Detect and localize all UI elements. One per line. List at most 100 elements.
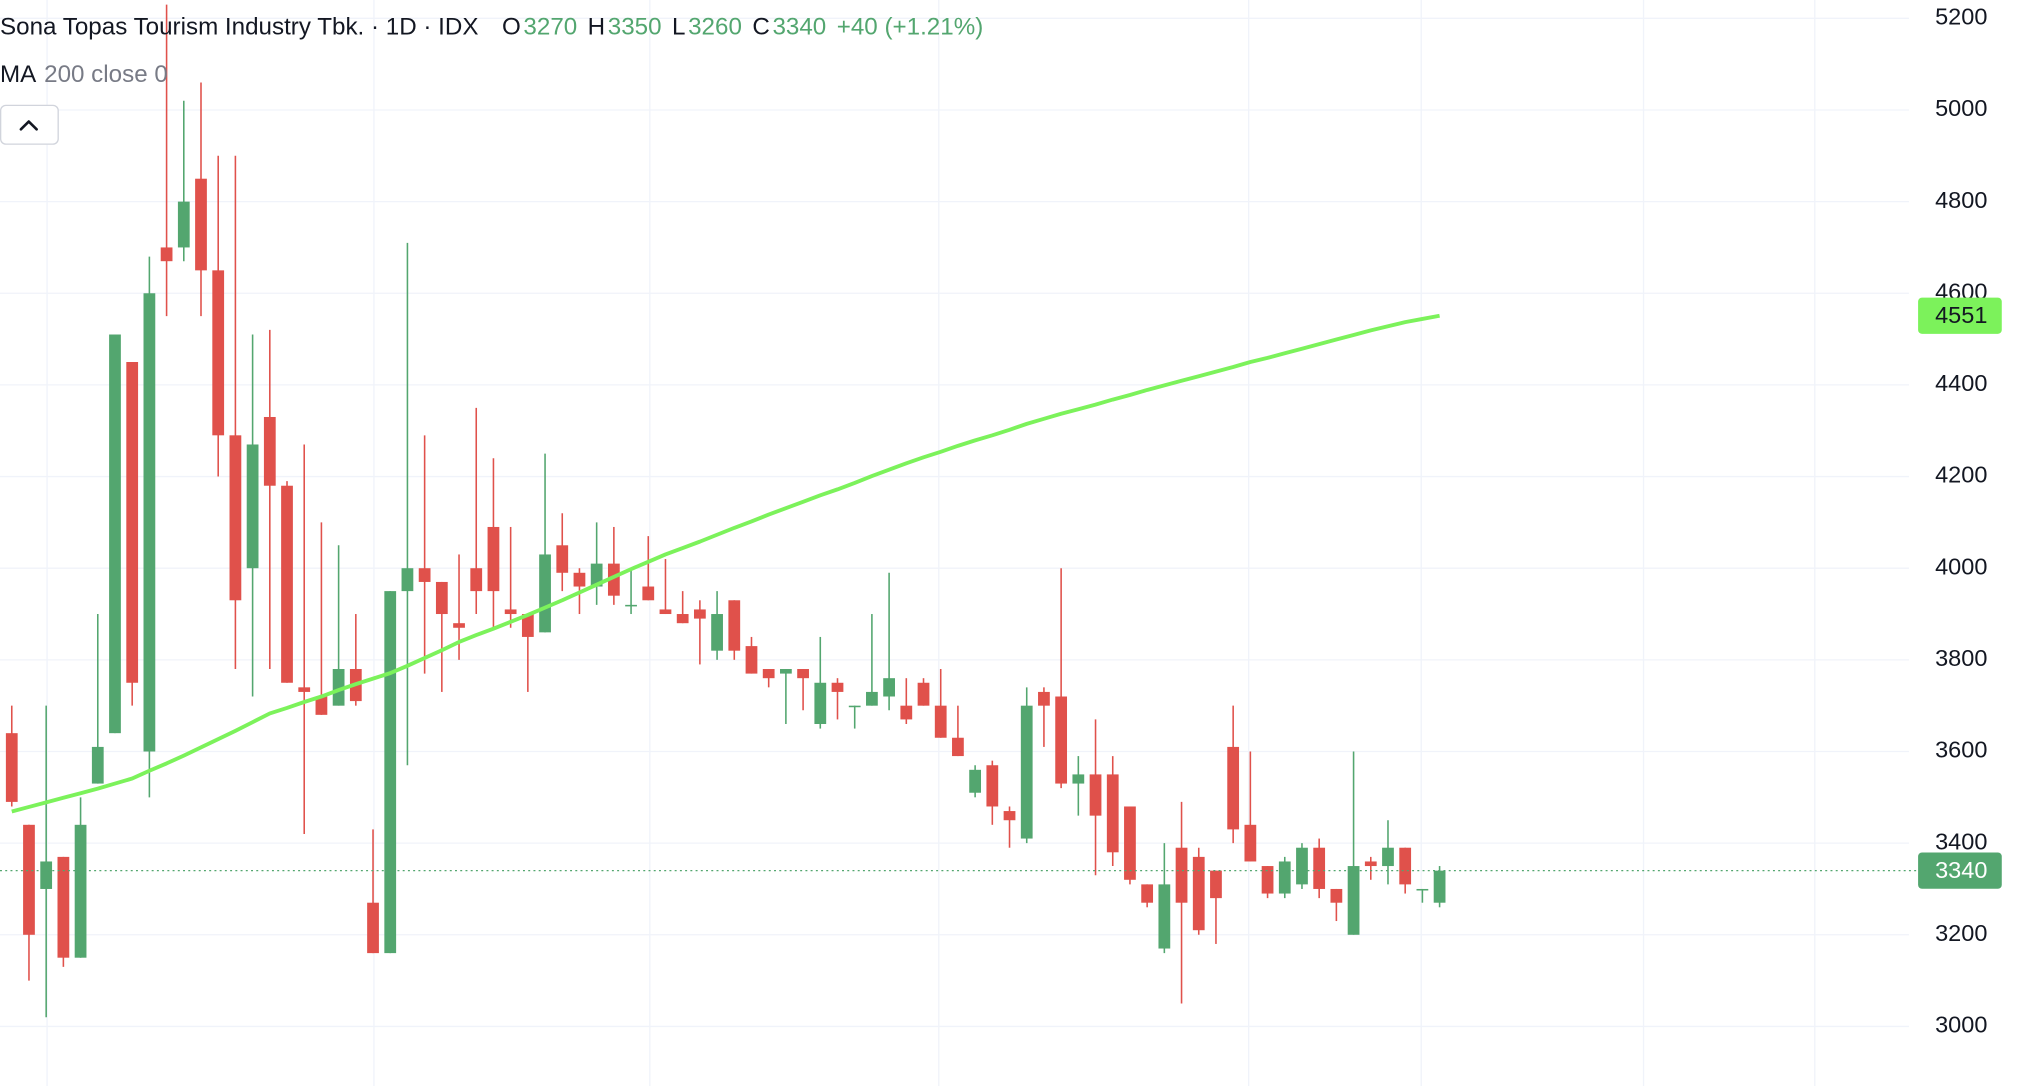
candle-body bbox=[418, 568, 431, 582]
candle-body bbox=[831, 682, 844, 692]
candle-body bbox=[246, 444, 259, 569]
ma-line bbox=[11, 313, 1440, 814]
candle-body bbox=[143, 293, 156, 752]
candle-body bbox=[1158, 884, 1171, 949]
candle-body bbox=[1089, 774, 1102, 816]
y-tick-label: 5000 bbox=[1935, 95, 1987, 121]
candle-body bbox=[539, 554, 551, 633]
open-value: 3270 bbox=[523, 14, 577, 41]
candle-body bbox=[40, 861, 53, 889]
plot bbox=[0, 4, 1917, 1018]
candle-body bbox=[160, 247, 173, 262]
ohlc-label: L bbox=[672, 14, 685, 41]
candle-body bbox=[1192, 856, 1205, 931]
candle-body bbox=[659, 609, 672, 615]
candle-body bbox=[126, 362, 139, 683]
candle-body bbox=[780, 669, 792, 674]
candle-body bbox=[969, 769, 982, 793]
candle-body bbox=[177, 201, 190, 248]
candle-body bbox=[797, 669, 809, 679]
candle-body bbox=[1364, 861, 1377, 867]
candle-body bbox=[866, 691, 878, 706]
ohlc-label: O bbox=[502, 14, 521, 41]
candle-body bbox=[711, 614, 723, 651]
candle-body bbox=[1278, 861, 1291, 894]
candle-body bbox=[573, 572, 586, 587]
ohlc-label: C bbox=[752, 14, 769, 41]
candle-body bbox=[1399, 847, 1412, 885]
candle-body bbox=[281, 485, 293, 683]
candle-body bbox=[1382, 847, 1394, 867]
candle-body bbox=[986, 765, 999, 807]
y-tick-label: 3400 bbox=[1935, 828, 1987, 854]
candle-body bbox=[384, 591, 397, 954]
candle-body bbox=[1261, 866, 1274, 894]
last-price-tag bbox=[1918, 852, 2002, 889]
collapse-button[interactable] bbox=[0, 104, 59, 145]
candle-body bbox=[607, 563, 620, 596]
candle-body bbox=[900, 705, 913, 720]
candle-body bbox=[1124, 806, 1136, 880]
candle-body bbox=[848, 705, 861, 708]
candle-body bbox=[1141, 884, 1154, 903]
candle-body bbox=[1227, 746, 1240, 830]
indicator-name: MA bbox=[0, 62, 36, 89]
candle-body bbox=[1210, 870, 1222, 899]
candle-body bbox=[556, 545, 569, 573]
candle-body bbox=[676, 614, 689, 624]
candle-body bbox=[1072, 774, 1085, 784]
indicator-params: 200 close 0 bbox=[44, 62, 168, 89]
ohlc-label: H bbox=[588, 14, 605, 41]
candle-body bbox=[332, 669, 345, 706]
candle-body bbox=[212, 270, 225, 436]
candle-body bbox=[1296, 847, 1308, 885]
candle-body bbox=[521, 614, 534, 637]
candle-body bbox=[23, 824, 35, 935]
candle-body bbox=[57, 856, 70, 958]
candle-body bbox=[1038, 691, 1050, 706]
candle-body bbox=[298, 687, 311, 692]
candle-body bbox=[1106, 774, 1119, 853]
candle-body bbox=[728, 600, 741, 651]
candle-body bbox=[1003, 811, 1016, 821]
candle-body bbox=[109, 334, 121, 734]
indicator-legend: MA 200 close 0 bbox=[0, 62, 168, 89]
candle-body bbox=[590, 563, 603, 587]
candle-body bbox=[952, 737, 964, 757]
candle-body bbox=[504, 609, 517, 615]
candle-body bbox=[487, 526, 500, 592]
low-value: 3260 bbox=[688, 14, 742, 41]
high-value: 3350 bbox=[608, 14, 662, 41]
candle-body bbox=[883, 678, 895, 697]
close-value: 3340 bbox=[772, 14, 826, 41]
candle-body bbox=[1433, 870, 1446, 903]
candle-body bbox=[470, 568, 483, 592]
candle-body bbox=[74, 824, 87, 958]
candle-body bbox=[435, 581, 448, 615]
y-tick-label: 3800 bbox=[1935, 645, 1987, 671]
y-tick-label: 5200 bbox=[1935, 4, 1987, 30]
candle-body bbox=[934, 705, 947, 738]
candle-body bbox=[401, 568, 414, 592]
candle-body bbox=[745, 646, 758, 674]
candle-body bbox=[1175, 847, 1188, 903]
y-tick-label: 3600 bbox=[1935, 737, 1987, 763]
change-value: +40 (+1.21%) bbox=[837, 14, 984, 41]
candle-body bbox=[762, 669, 775, 679]
y-tick-label: 3200 bbox=[1935, 920, 1987, 946]
button-frame[interactable] bbox=[0, 104, 59, 145]
candle-body bbox=[814, 682, 827, 724]
candle-body bbox=[315, 696, 328, 715]
y-tick-label: 3000 bbox=[1935, 1012, 1987, 1038]
candle-body bbox=[1347, 866, 1360, 935]
candle-body bbox=[229, 435, 242, 601]
grid bbox=[0, 0, 1909, 1086]
candle-body bbox=[1313, 847, 1326, 889]
candle-body bbox=[693, 609, 706, 619]
candle-body bbox=[195, 178, 207, 271]
candle-body bbox=[1416, 888, 1429, 891]
y-tick-label: 4800 bbox=[1935, 187, 1987, 213]
caret-icon[interactable] bbox=[19, 120, 38, 131]
